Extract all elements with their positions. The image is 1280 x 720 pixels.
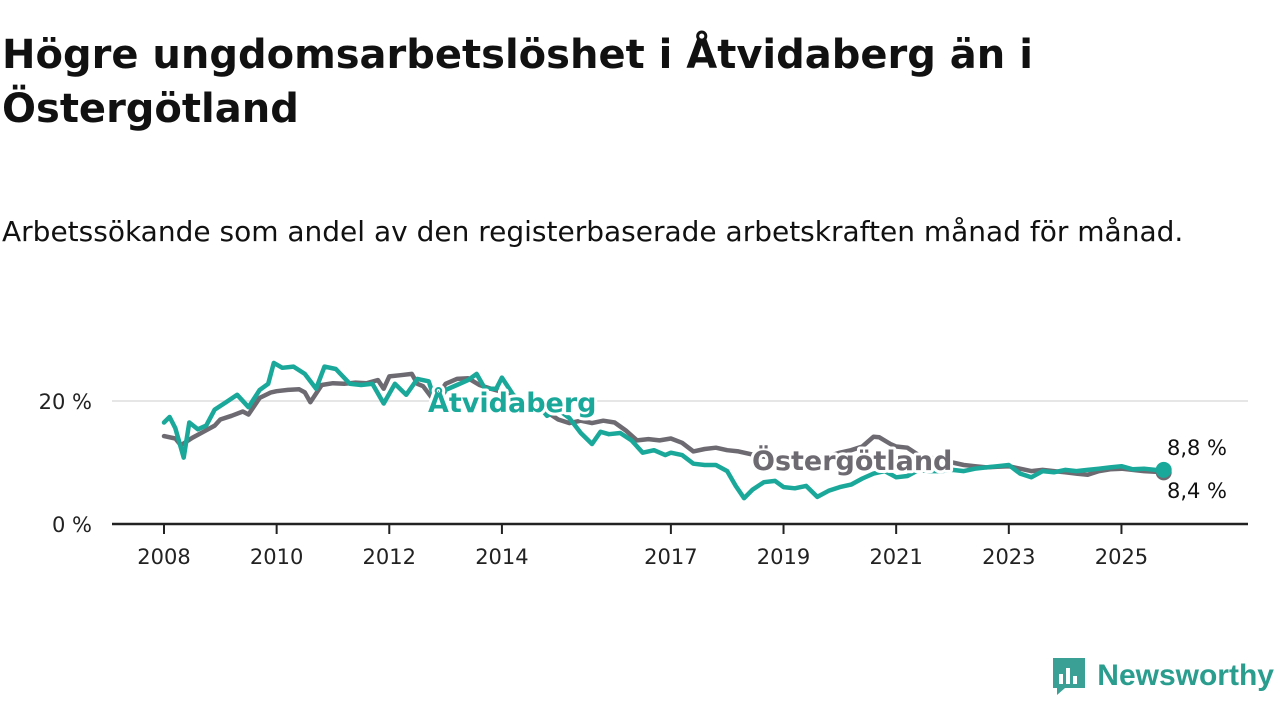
grid-layer: 0 % 20 % 2008 2010 2012 2014 2017 2019 2021 2023 2… <box>39 390 1248 569</box>
x-tick-label: 2012 <box>363 545 416 569</box>
chart-subtitle: Arbetssökande som andel av den registerb… <box>2 215 1184 248</box>
ostergotland-series-label: Östergötland <box>752 444 952 477</box>
x-tick-label: 2021 <box>869 545 922 569</box>
series-layer <box>161 360 1172 501</box>
x-tick-label: 2017 <box>644 545 697 569</box>
x-tick-label: 2014 <box>475 545 528 569</box>
atvidaberg-end-point <box>1155 461 1172 478</box>
x-tick-label: 2023 <box>982 545 1035 569</box>
label-layer: Åtvidaberg Östergötland 8,8 % 8,4 % <box>425 384 1229 505</box>
x-tick-label: 2019 <box>757 545 810 569</box>
newsworthy-icon <box>1053 658 1086 695</box>
y-tick-label: 20 % <box>39 390 92 414</box>
ostergotland-end-label: 8,4 % <box>1167 479 1227 503</box>
atvidaberg-end-label: 8,8 % <box>1167 436 1227 460</box>
x-tick-label: 2010 <box>250 545 303 569</box>
atvidaberg-line <box>161 360 1166 501</box>
chart-title: Högre ungdomsarbetslöshet i Åtvidaberg ä… <box>2 32 1033 132</box>
y-tick-label: 0 % <box>52 513 92 537</box>
brand-name: Newsworthy <box>1097 659 1274 692</box>
x-tick-label: 2025 <box>1095 545 1148 569</box>
line-chart: 0 % 20 % 2008 2010 2012 2014 2017 2019 2021 2023 2… <box>39 360 1248 569</box>
atvidaberg-series-label: Åtvidaberg <box>428 387 597 419</box>
x-tick-label: 2008 <box>137 545 190 569</box>
newsworthy-logo: Newsworthy <box>1051 656 1274 696</box>
